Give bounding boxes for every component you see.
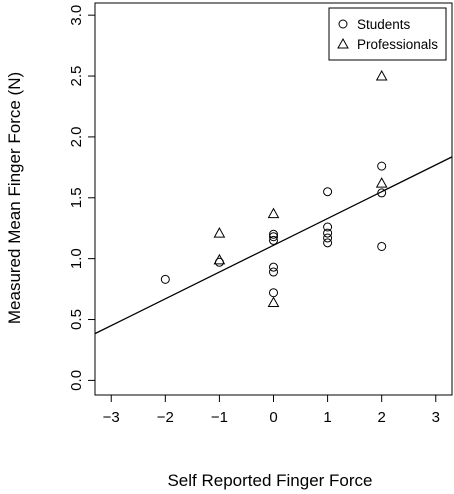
x-tick-label: −2 <box>157 409 174 426</box>
regression-line <box>94 156 453 335</box>
student-point <box>323 187 333 197</box>
professional-point <box>267 296 280 307</box>
data-points <box>160 70 388 307</box>
student-point <box>269 235 278 245</box>
x-axis-label: Self Reported Finger Force <box>167 471 372 490</box>
x-tick-label: 2 <box>378 409 386 426</box>
y-axis-label: Measured Mean Finger Force (N) <box>5 72 24 324</box>
student-point <box>377 188 387 198</box>
student-point <box>323 222 333 232</box>
student-point <box>323 228 333 238</box>
student-point <box>269 262 278 272</box>
y-tick-label: 3.0 <box>68 5 85 26</box>
regression-line-group <box>94 156 453 335</box>
y-tick-label: 1.0 <box>68 248 85 269</box>
student-point <box>377 161 387 171</box>
professional-point <box>213 227 226 238</box>
student-point <box>269 267 278 277</box>
student-point <box>269 288 278 298</box>
student-point <box>269 232 278 242</box>
student-point <box>323 233 333 243</box>
professional-point <box>375 177 388 188</box>
plot-frame <box>94 2 453 396</box>
y-axis: 0.0 0.5 1.0 1.5 2.0 2.5 3.0 <box>68 5 96 391</box>
legend-circle-icon <box>338 19 348 29</box>
legend: Students Professionals <box>328 7 447 61</box>
x-axis: −3 −2 −1 0 1 2 3 <box>103 394 440 426</box>
legend-label: Professionals <box>357 37 438 52</box>
student-point <box>160 274 170 284</box>
legend-triangle-icon <box>337 37 349 49</box>
legend-label: Students <box>357 17 411 32</box>
legend-box <box>328 7 447 61</box>
y-tick-label: 0.0 <box>68 370 85 391</box>
professional-point <box>375 70 388 81</box>
professional-point <box>213 253 226 265</box>
plot-area <box>94 2 453 396</box>
y-tick-label: 1.5 <box>68 187 85 208</box>
x-tick-label: 1 <box>323 409 331 426</box>
x-tick-label: 0 <box>269 409 277 426</box>
y-tick-label: 2.0 <box>68 126 85 147</box>
x-tick-label: −3 <box>103 409 120 426</box>
y-tick-label: 2.5 <box>68 66 85 87</box>
x-tick-label: −1 <box>211 409 228 426</box>
x-tick-label: 3 <box>432 409 440 426</box>
student-point <box>269 229 278 239</box>
y-tick-label: 0.5 <box>68 309 85 330</box>
professional-point <box>267 207 280 219</box>
student-point <box>323 238 333 248</box>
student-point <box>377 241 387 251</box>
